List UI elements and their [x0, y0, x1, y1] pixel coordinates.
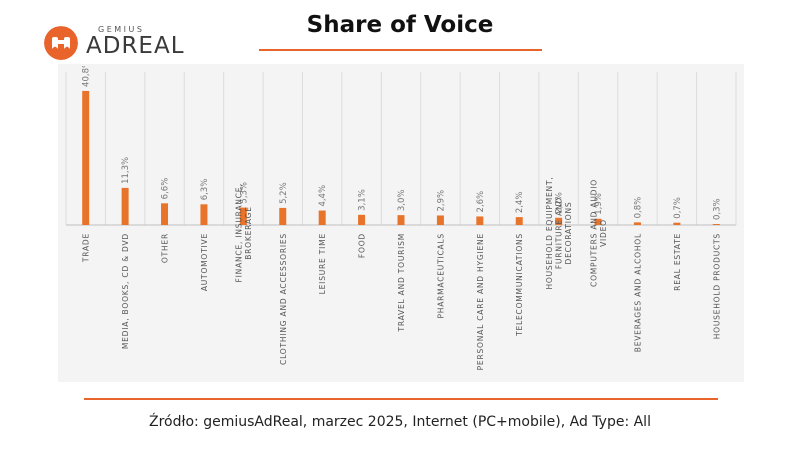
category-label: TRAVEL AND TOURISM [397, 233, 406, 333]
data-label: 11,3% [121, 157, 131, 184]
category-label: BEVERAGES AND ALCOHOL [633, 233, 642, 352]
category-label: HOUSEHOLD EQUIPMENT, [545, 176, 554, 289]
category-label: COMPUTERS AND AUDIO [589, 179, 598, 287]
bar [200, 204, 208, 225]
bar [555, 217, 563, 225]
category-label: BROKERAGE [244, 206, 253, 260]
page-title: Share of Voice [306, 12, 494, 38]
bar [712, 224, 720, 225]
data-label: 5,3% [239, 182, 249, 204]
data-label: 2,2% [555, 192, 565, 214]
category-label: TRADE [82, 233, 91, 263]
bar [358, 214, 366, 225]
category-label: REAL ESTATE [673, 233, 682, 291]
data-label: 40,8% [82, 66, 92, 87]
category-label: MEDIA, BOOKS, CD & DVD [121, 233, 130, 349]
category-label: FURNITURE AND [555, 197, 564, 269]
title-underline [259, 49, 542, 51]
category-label: FOOD [358, 233, 367, 258]
data-label: 2,9% [436, 190, 446, 212]
category-label: FINANCE, INSURANCE, [235, 184, 244, 283]
bar [161, 203, 169, 225]
category-label: OTHER [161, 233, 170, 263]
binoculars-icon [44, 26, 78, 60]
data-label: 6,3% [200, 179, 210, 201]
data-label: 4,4% [318, 185, 328, 207]
data-label: 1,9% [594, 193, 604, 215]
bar [121, 187, 129, 225]
data-label: 0,8% [633, 197, 643, 219]
bar [476, 216, 484, 225]
category-label: LEISURE TIME [318, 233, 327, 294]
category-label: PHARMACEUTICALS [436, 233, 445, 319]
data-label: 2,6% [476, 191, 486, 213]
bar [318, 210, 326, 225]
data-label: 0,3% [712, 198, 722, 220]
bar [633, 222, 641, 225]
category-label: VIDEO [599, 219, 608, 247]
category-label: TELECOMMUNICATIONS [515, 233, 524, 337]
brand-small-text: GEMIUS [98, 25, 145, 34]
category-label: AUTOMOTIVE [200, 233, 209, 291]
bar [397, 215, 405, 225]
brand-logo: GEMIUS ADREAL [44, 22, 194, 62]
source-note: Źródło: gemiusAdReal, marzec 2025, Inter… [149, 414, 651, 430]
bar [515, 217, 523, 225]
bar [82, 90, 90, 225]
data-label: 6,6% [161, 178, 171, 200]
bar [239, 207, 247, 225]
bar [279, 207, 287, 225]
category-label: DECORATIONS [564, 202, 573, 265]
category-label: PERSONAL CARE AND HYGIENE [476, 233, 485, 370]
data-label: 2,4% [515, 192, 525, 214]
data-label: 5,2% [279, 182, 289, 204]
share-of-voice-chart: 40,8% TRADE 11,3% MEDIA, BOOKS, CD & DVD 6,6… [65, 66, 737, 370]
data-label: 0,7% [673, 197, 683, 219]
bar [436, 215, 444, 225]
category-label: HOUSEHOLD PRODUCTS [712, 233, 721, 339]
bar [673, 222, 681, 225]
footer-divider [84, 398, 718, 400]
bar [594, 218, 602, 225]
data-label: 3,0% [397, 190, 407, 212]
brand-name: ADREAL [86, 33, 185, 59]
data-label: 3,1% [358, 189, 368, 211]
category-label: CLOTHING AND ACCESSORIES [279, 233, 288, 365]
